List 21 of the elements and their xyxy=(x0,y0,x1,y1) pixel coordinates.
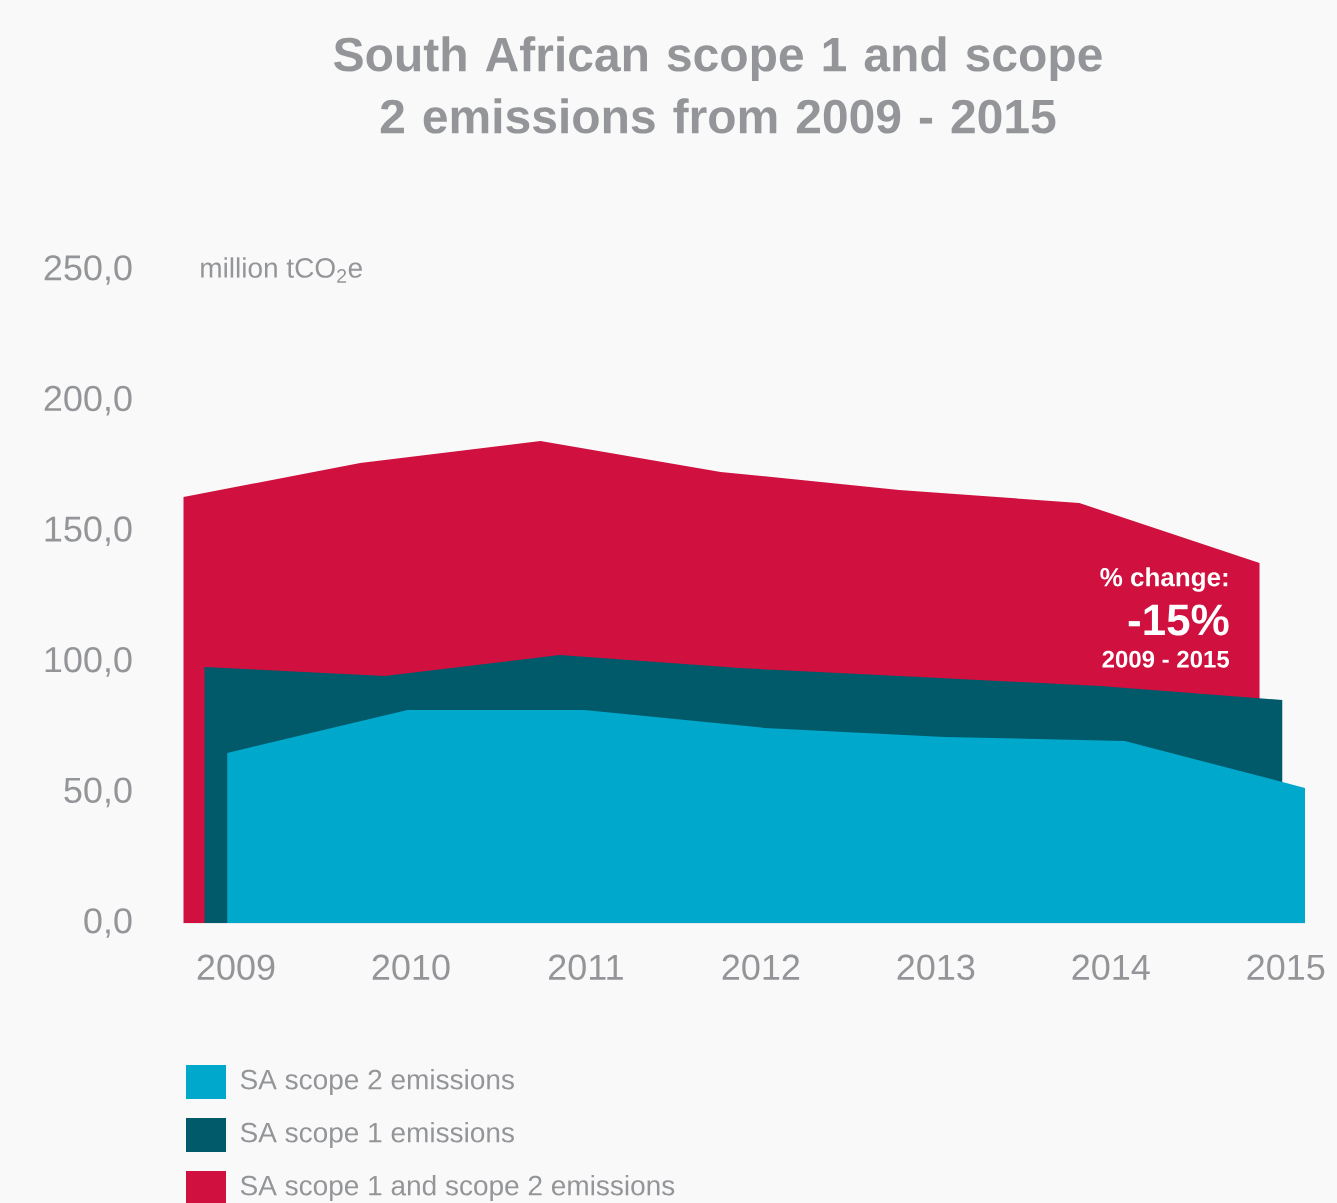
y-tick-label: 100,0 xyxy=(45,646,132,677)
annotation: -15% xyxy=(1128,604,1229,636)
x-tick-label: 2010 xyxy=(372,954,450,981)
annotation: 2009 - 2015 xyxy=(1102,650,1230,668)
y-tick-label: 150,0 xyxy=(45,516,132,547)
legend-label: SA scope 1 and scope 2 emissions xyxy=(240,1174,675,1202)
annotation: % change: xyxy=(1100,567,1228,592)
y-axis-title: million tCO$_{2}$e xyxy=(201,257,362,283)
y-tick-label: 50,0 xyxy=(64,777,132,808)
x-tick-label: 2015 xyxy=(1247,954,1325,981)
x-tick-label: 2014 xyxy=(1072,954,1150,981)
x-tick-label: 2012 xyxy=(722,954,800,981)
legend-label: SA scope 1 emissions xyxy=(240,1121,514,1149)
legend-label: SA scope 2 emissions xyxy=(240,1068,514,1096)
x-tick-label: 2009 xyxy=(197,954,275,981)
y-tick-label: 250,0 xyxy=(44,255,132,285)
x-tick-label: 2013 xyxy=(897,954,975,981)
chart-title: South African scope 1 and scope 2 emissions from 2009 - 2015 xyxy=(333,36,1102,134)
x-tick-label: 2011 xyxy=(549,954,623,981)
y-tick-label: 0,0 xyxy=(84,908,132,938)
y-tick-label: 200,0 xyxy=(44,385,132,416)
